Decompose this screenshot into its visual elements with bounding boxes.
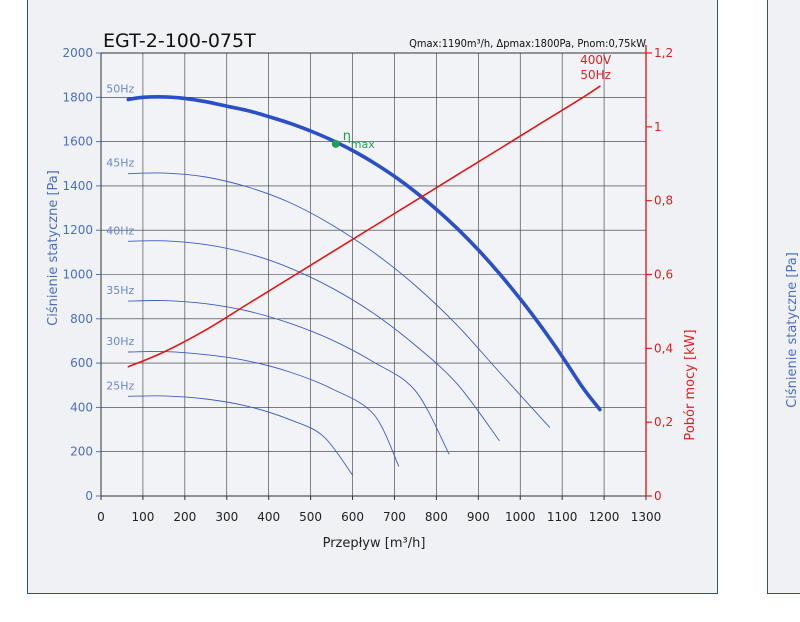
series-line-45hz (127, 172, 551, 428)
y-tick-label: 1400 (62, 179, 93, 193)
eta-max-point (331, 139, 340, 148)
y-tick-label: 1200 (62, 223, 93, 237)
power-curve-label-frequency: 50Hz (580, 68, 611, 82)
y-tick-label: 1600 (62, 135, 93, 149)
second-chart-panel-edge (767, 0, 800, 594)
chart-title: EGT-2-100-075T (103, 30, 256, 52)
y2-tick-label: 0 (654, 489, 662, 503)
power-curve-label-voltage: 400V (580, 53, 612, 67)
y2-tick-label: 1,2 (654, 46, 673, 60)
x-tick-label: 1200 (589, 510, 620, 524)
curves (126, 85, 602, 476)
y-tick-label: 800 (70, 312, 93, 326)
x-tick-label: 800 (425, 510, 448, 524)
x-tick-label: 100 (131, 510, 154, 524)
series-line-35hz (127, 300, 450, 455)
grid (100, 52, 647, 497)
x-tick-label: 1100 (547, 510, 578, 524)
axes: 0 100 200 300 400 500 600 700 800 900 1000 1100 1200… (62, 45, 673, 524)
y-tick-label: 1000 (62, 268, 93, 282)
y-axis-label: Ciśnienie statyczne [Pa] (46, 170, 61, 326)
curve-label-30hz: 30Hz (106, 335, 134, 348)
curve-label-35hz: 35Hz (106, 284, 134, 297)
series-line-400v-50hz (127, 85, 601, 368)
eta-max-label: η (343, 129, 351, 144)
x-tick-label: 200 (173, 510, 196, 524)
x-tick-label: 0 (97, 510, 105, 524)
y2-tick-label: 0,4 (654, 341, 673, 355)
y2-tick-label: 0,2 (654, 415, 673, 429)
y-tick-label: 200 (70, 445, 93, 459)
x-tick-label: 1000 (505, 510, 536, 524)
y2-axis-label: Pobór mocy [kW] (683, 329, 698, 440)
curve-label-45hz: 45Hz (106, 157, 134, 170)
series-line-50hz (126, 95, 602, 412)
x-tick-label: 300 (215, 510, 238, 524)
series-line-25hz (127, 395, 353, 476)
curve-label-40hz: 40Hz (106, 224, 134, 237)
y-tick-label: 600 (70, 356, 93, 370)
x-axis-label: Przepływ [m³/h] (323, 536, 426, 551)
eta-max-subscript: max (351, 138, 375, 151)
chart-subtitle: Qmax:1190m³/h, Δpmax:1800Pa, Pnom:0,75kW (409, 37, 646, 50)
series-line-30hz (127, 351, 400, 467)
y-tick-label: 1800 (62, 90, 93, 104)
curve-label-50hz: 50Hz (106, 83, 134, 96)
x-tick-label: 900 (467, 510, 490, 524)
curve-label-25hz: 25Hz (106, 379, 134, 392)
x-tick-label: 1300 (631, 510, 662, 524)
y2-tick-label: 0,8 (654, 194, 673, 208)
y2-tick-label: 0,6 (654, 268, 673, 282)
y-tick-label: 0 (85, 489, 93, 503)
x-tick-label: 500 (299, 510, 322, 524)
y-tick-label: 400 (70, 400, 93, 414)
x-tick-label: 400 (257, 510, 280, 524)
series-line-40hz (127, 240, 500, 442)
second-chart-y-axis-label: Ciśnienie statyczne [Pa] (785, 252, 800, 408)
y2-tick-label: 1 (654, 120, 662, 134)
x-tick-label: 600 (341, 510, 364, 524)
y-tick-label: 2000 (62, 46, 93, 60)
x-tick-label: 700 (383, 510, 406, 524)
